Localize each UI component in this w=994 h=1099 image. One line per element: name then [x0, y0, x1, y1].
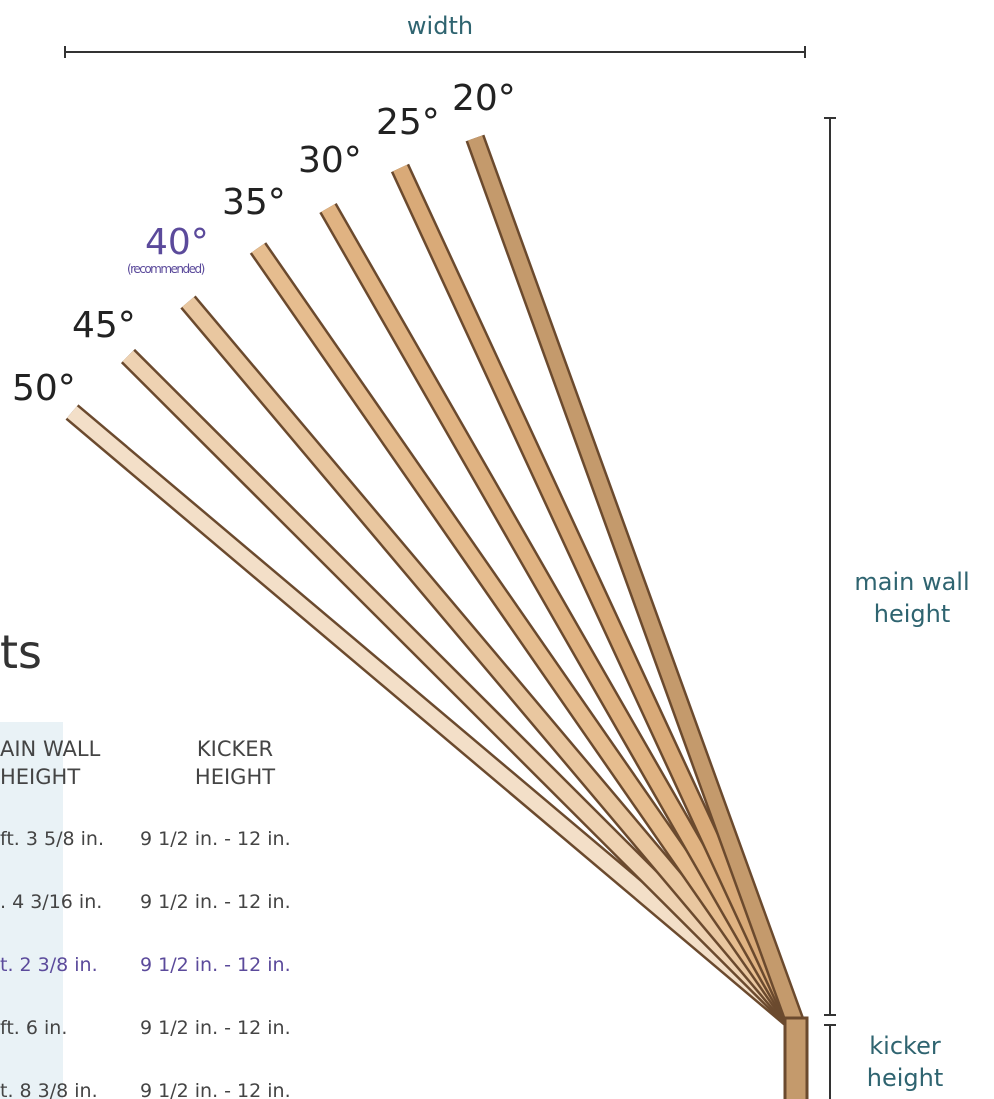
- cell: 9 1/2 in. - 12 in.: [140, 1080, 291, 1099]
- board: [465, 134, 805, 1026]
- board-fill: [467, 135, 803, 1025]
- kicker-post: [783, 1016, 809, 1099]
- board: [390, 163, 805, 1027]
- angle-label: 35°: [222, 182, 286, 223]
- board-fill: [393, 164, 802, 1026]
- board-fill: [122, 350, 801, 1028]
- board-fill: [67, 406, 800, 1028]
- cell: 9 1/2 in. - 12 in.: [140, 828, 291, 850]
- angle-label: 50°: [12, 368, 76, 409]
- board-fill: [251, 243, 802, 1027]
- cell: 9 1/2 in. - 12 in.: [140, 954, 291, 976]
- board-fill: [182, 297, 801, 1027]
- cell: t. 2 3/8 in.: [0, 954, 98, 976]
- header: KICKER HEIGHT: [194, 737, 276, 789]
- cell: t. 8 3/8 in.: [0, 1080, 98, 1099]
- table-title: ts: [0, 625, 43, 679]
- cell: ft. 3 5/8 in.: [0, 828, 104, 850]
- cell: . 4 3/16 in.: [0, 891, 103, 913]
- kicker-dimension: [824, 1024, 836, 1099]
- cell: 9 1/2 in. - 12 in.: [140, 891, 291, 913]
- main-wall-label: main wall height: [854, 568, 970, 628]
- width-dimension: [64, 46, 806, 58]
- header: AIN WALL HEIGHT: [0, 737, 101, 789]
- kicker-label: kicker height: [866, 1032, 944, 1092]
- board: [65, 404, 802, 1030]
- recommended-note: (recommended): [127, 262, 205, 276]
- board: [180, 295, 803, 1029]
- angle-label: 45°: [72, 305, 136, 346]
- main-wall-dimension: [824, 117, 836, 1016]
- angle-label: 20°: [452, 78, 516, 119]
- cell: ft. 6 in.: [0, 1017, 68, 1039]
- table-bg: [0, 722, 63, 1099]
- angle-label: 25°: [376, 102, 440, 143]
- cell: 9 1/2 in. - 12 in.: [140, 1017, 291, 1039]
- board: [319, 203, 804, 1027]
- board: [249, 242, 804, 1028]
- board-fill: [321, 204, 802, 1026]
- board: [120, 348, 803, 1030]
- angle-label: 40°: [145, 222, 209, 263]
- width-label: width: [406, 12, 474, 40]
- angle-label: 30°: [298, 140, 362, 181]
